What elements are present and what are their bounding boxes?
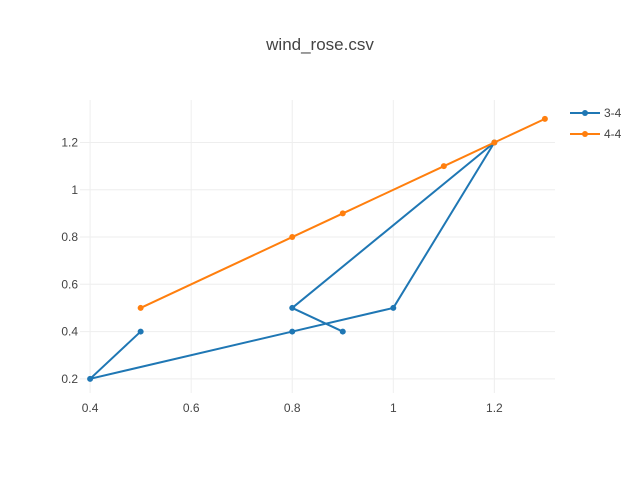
x-tick-label: 0.8 — [284, 401, 301, 415]
data-point[interactable] — [339, 210, 346, 217]
data-point[interactable] — [541, 115, 548, 122]
y-axis-tick-labels: 0.2 0.4 0.6 0.8 1 1.2 — [61, 136, 78, 386]
y-tick-label: 1 — [71, 183, 78, 197]
chart-title: wind_rose.csv — [265, 35, 374, 54]
data-point[interactable] — [289, 234, 296, 241]
data-point[interactable] — [339, 328, 346, 335]
series-line — [139, 117, 546, 309]
y-tick-label: 0.6 — [61, 277, 78, 291]
series-4-4 — [137, 115, 548, 311]
y-tick-label: 1.2 — [61, 136, 78, 150]
legend-swatch-marker — [582, 131, 588, 137]
y-tick-label: 0.2 — [61, 372, 78, 386]
legend-label: 4-4 — [604, 127, 622, 141]
data-point[interactable] — [289, 328, 296, 335]
data-point[interactable] — [440, 163, 447, 170]
series-lines — [87, 115, 548, 382]
legend-item[interactable]: 4-4 — [570, 127, 622, 141]
x-tick-label: 0.4 — [82, 401, 99, 415]
legend[interactable]: 3-4 4-4 — [570, 106, 622, 141]
data-point[interactable] — [137, 304, 144, 311]
series-3-4 — [87, 139, 498, 382]
data-point[interactable] — [137, 328, 144, 335]
x-tick-label: 1 — [390, 401, 397, 415]
legend-swatch-marker — [582, 110, 588, 116]
data-point[interactable] — [87, 375, 94, 382]
data-point[interactable] — [390, 304, 397, 311]
y-tick-label: 0.4 — [61, 325, 78, 339]
y-tick-label: 0.8 — [61, 230, 78, 244]
x-axis-tick-labels: 0.4 0.6 0.8 1 1.2 — [82, 401, 503, 415]
data-point[interactable] — [289, 304, 296, 311]
x-tick-label: 1.2 — [486, 401, 503, 415]
grid-lines — [80, 100, 555, 393]
x-tick-label: 0.6 — [183, 401, 200, 415]
legend-label: 3-4 — [604, 106, 622, 120]
data-point[interactable] — [491, 139, 498, 146]
legend-item[interactable]: 3-4 — [570, 106, 622, 120]
